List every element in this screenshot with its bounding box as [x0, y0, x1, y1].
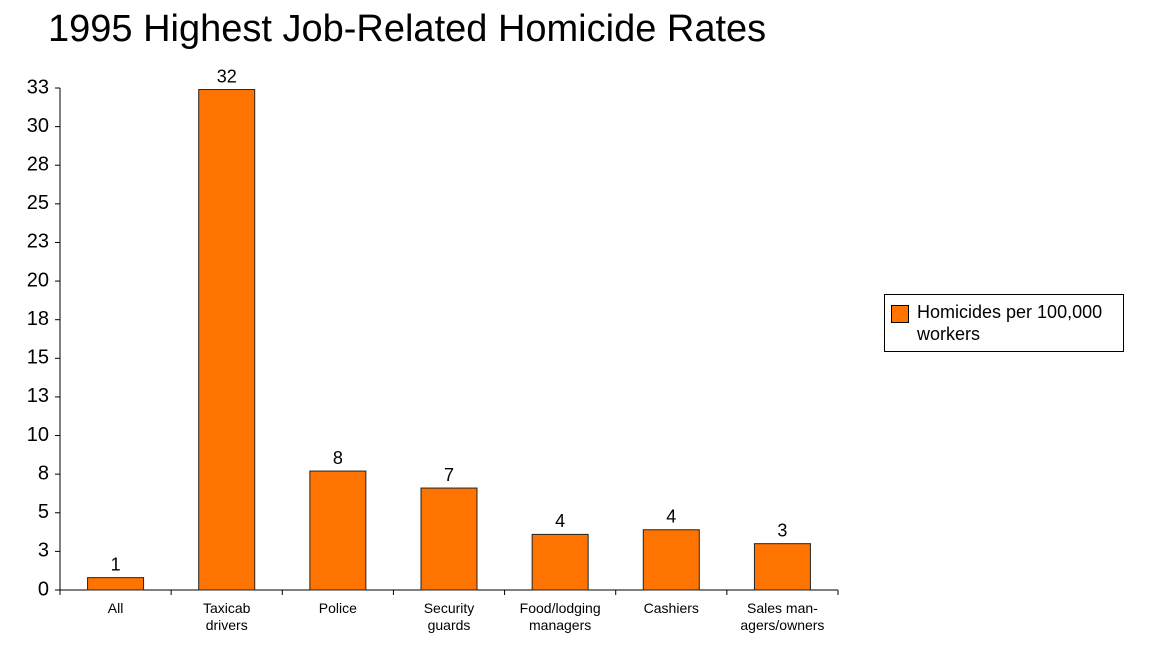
- y-tick-label: 18: [27, 308, 49, 330]
- bar: [642, 529, 700, 591]
- chart-title: 1995 Highest Job-Related Homicide Rates: [48, 8, 766, 50]
- legend-swatch: [891, 305, 909, 323]
- y-tick-label: 5: [38, 501, 49, 523]
- bar: [87, 577, 145, 591]
- x-tick-label: All: [107, 600, 124, 616]
- x-tick-label: Police: [318, 600, 357, 616]
- x-tick-label: Cashiers: [643, 600, 699, 616]
- y-tick-label: 33: [27, 76, 49, 98]
- x-tick-label: Sales man- agers/owners: [740, 600, 825, 633]
- data-label: 8: [333, 448, 343, 468]
- y-tick-label: 15: [27, 347, 49, 369]
- data-label: 4: [666, 507, 676, 527]
- x-tick-label: Security guards: [423, 600, 475, 633]
- y-tick-label: 13: [27, 385, 49, 407]
- y-tick-label: 0: [38, 578, 49, 600]
- bar: [420, 487, 478, 591]
- legend: Homicides per 100,000 workers: [884, 294, 1124, 352]
- y-tick-label: 28: [27, 154, 49, 176]
- y-tick-label: 3: [38, 540, 49, 562]
- data-label: 7: [444, 465, 454, 485]
- x-tick-label: Food/lodging managers: [519, 600, 601, 633]
- data-label: 32: [217, 66, 237, 86]
- data-label: 3: [777, 520, 787, 540]
- y-tick-label: 30: [27, 115, 49, 137]
- bar: [531, 533, 589, 591]
- y-tick-label: 10: [27, 424, 49, 446]
- y-tick-label: 8: [38, 462, 49, 484]
- data-label: 4: [555, 511, 565, 531]
- data-label: 1: [111, 554, 121, 574]
- y-tick-label: 25: [27, 192, 49, 214]
- bar: [753, 543, 811, 591]
- y-tick-label: 20: [27, 269, 49, 291]
- bar: [309, 470, 367, 591]
- x-tick-label: Taxicab drivers: [202, 600, 251, 633]
- bar: [198, 89, 256, 591]
- legend-label: Homicides per 100,000 workers: [917, 302, 1103, 344]
- y-tick-label: 23: [27, 231, 49, 253]
